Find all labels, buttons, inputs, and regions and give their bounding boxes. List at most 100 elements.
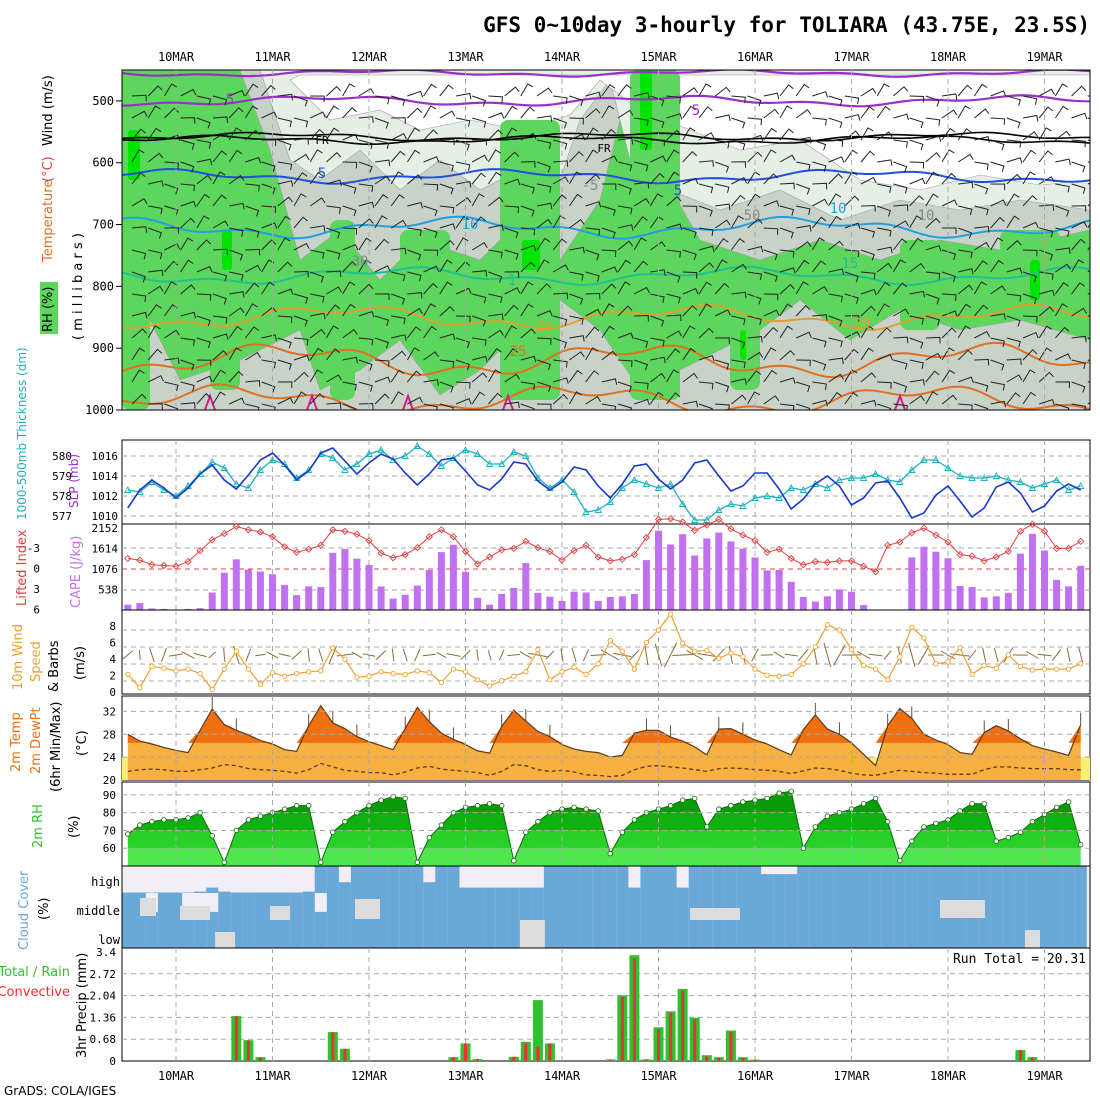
rh-point	[402, 795, 408, 802]
wind-barb	[957, 105, 971, 119]
cloud-cell-low	[893, 920, 906, 948]
wind-barb	[666, 171, 680, 185]
surface-wind-barb	[436, 651, 447, 659]
wind-tick: 8	[109, 620, 116, 633]
wind-barb	[423, 379, 439, 386]
thickness-point	[124, 486, 132, 493]
rh-point	[306, 802, 312, 809]
cloud-cell-low	[423, 920, 436, 948]
cape-bar	[546, 596, 554, 610]
cloud-cell-high	[423, 882, 436, 893]
wind-barb	[682, 227, 697, 239]
cloud-cell-middle	[568, 893, 581, 920]
wind-barb	[812, 399, 828, 407]
wind-barb	[844, 249, 860, 258]
wind-barb	[617, 240, 634, 251]
cloud-cell-low	[278, 920, 291, 948]
cape-bar	[642, 560, 650, 610]
wind-speed-point	[330, 645, 336, 651]
wind-barb	[472, 270, 488, 277]
cloud-cell-high	[447, 866, 460, 893]
wind-speed-point	[209, 686, 215, 693]
wind-barb	[164, 329, 180, 339]
wind-barb	[261, 281, 275, 295]
cape-bar	[329, 552, 337, 610]
surface-wind-barb	[487, 650, 492, 660]
rh2m-label: 2m RH	[31, 804, 46, 848]
wind-barb	[342, 161, 358, 169]
rh-saturated-spot	[522, 240, 540, 270]
cape-bar	[220, 572, 228, 610]
wind-barb	[553, 117, 568, 129]
cloud-cell-low	[604, 920, 617, 948]
wind-speed-point	[486, 683, 493, 689]
cape-bar	[413, 585, 421, 610]
thickness-point	[715, 506, 723, 513]
wind-barb	[1038, 127, 1052, 141]
contour-label: FR	[597, 142, 611, 155]
cloud-cell-high	[194, 891, 207, 893]
wind-barb	[601, 350, 617, 361]
thickness-point	[896, 478, 904, 485]
wind-barb	[876, 105, 891, 119]
surface-wind-barb	[391, 648, 395, 662]
lifted-index-point	[811, 557, 819, 566]
wind-barb	[990, 237, 1004, 251]
cape-bar	[618, 596, 626, 610]
upper-wind-barbs	[131, 83, 1090, 410]
cloud-cell-low	[507, 920, 520, 948]
cloud-cell-middle	[218, 893, 231, 920]
wind-barb	[277, 397, 294, 405]
surface-wind-barb	[414, 648, 421, 662]
surface-wind-barb	[784, 653, 798, 657]
wind-barb	[471, 372, 488, 383]
cloud-cell-low	[556, 920, 569, 948]
lifted-index-point	[208, 536, 216, 544]
wind-barb	[650, 269, 666, 276]
rh-point	[1065, 799, 1072, 805]
cloud-cell-middle	[1038, 893, 1051, 920]
cape-bar	[341, 549, 349, 610]
slp-tick: 1010	[92, 510, 119, 523]
lifted-index-point	[859, 562, 868, 570]
contour-label: 30	[352, 254, 369, 270]
wind-barb	[682, 305, 698, 317]
surface-wind-barb	[336, 653, 354, 657]
wind-barb	[520, 355, 537, 363]
thickness-point	[920, 456, 928, 463]
wind-barb	[877, 205, 892, 217]
surface-wind-barb	[193, 652, 207, 658]
wind-barb	[812, 182, 828, 190]
wind-barb	[585, 108, 601, 119]
cape-bar	[908, 557, 916, 610]
wind-barb	[731, 337, 746, 349]
wind-barb	[277, 180, 294, 187]
wind-barb	[747, 245, 764, 253]
wind-barb	[488, 313, 504, 321]
thickness-point	[437, 462, 446, 469]
contour-label: FR	[315, 134, 329, 147]
wind-barb	[439, 110, 456, 119]
wind-barb	[828, 293, 843, 303]
cloud-cell-high	[145, 892, 158, 893]
wind-barb	[391, 95, 406, 106]
thickness-point	[932, 456, 940, 463]
wind-barb	[487, 369, 501, 383]
wind-speed-point	[450, 666, 457, 672]
cloud-cell-middle	[326, 893, 339, 920]
wind-barb	[196, 174, 212, 185]
wind-barb	[763, 326, 779, 339]
cape-bar	[1041, 550, 1048, 610]
thickness-point	[510, 448, 518, 455]
cloud-cell-high	[978, 866, 991, 893]
cloud-cell-high	[761, 874, 774, 893]
wind-barb	[634, 91, 650, 99]
wind-barb	[990, 400, 1006, 408]
wind-barb	[974, 161, 989, 171]
cloud-cell-middle	[592, 893, 605, 920]
thickness-point	[618, 484, 627, 491]
wind-barb	[520, 83, 534, 97]
wind-barb	[472, 95, 487, 107]
wind-barb	[131, 226, 147, 233]
